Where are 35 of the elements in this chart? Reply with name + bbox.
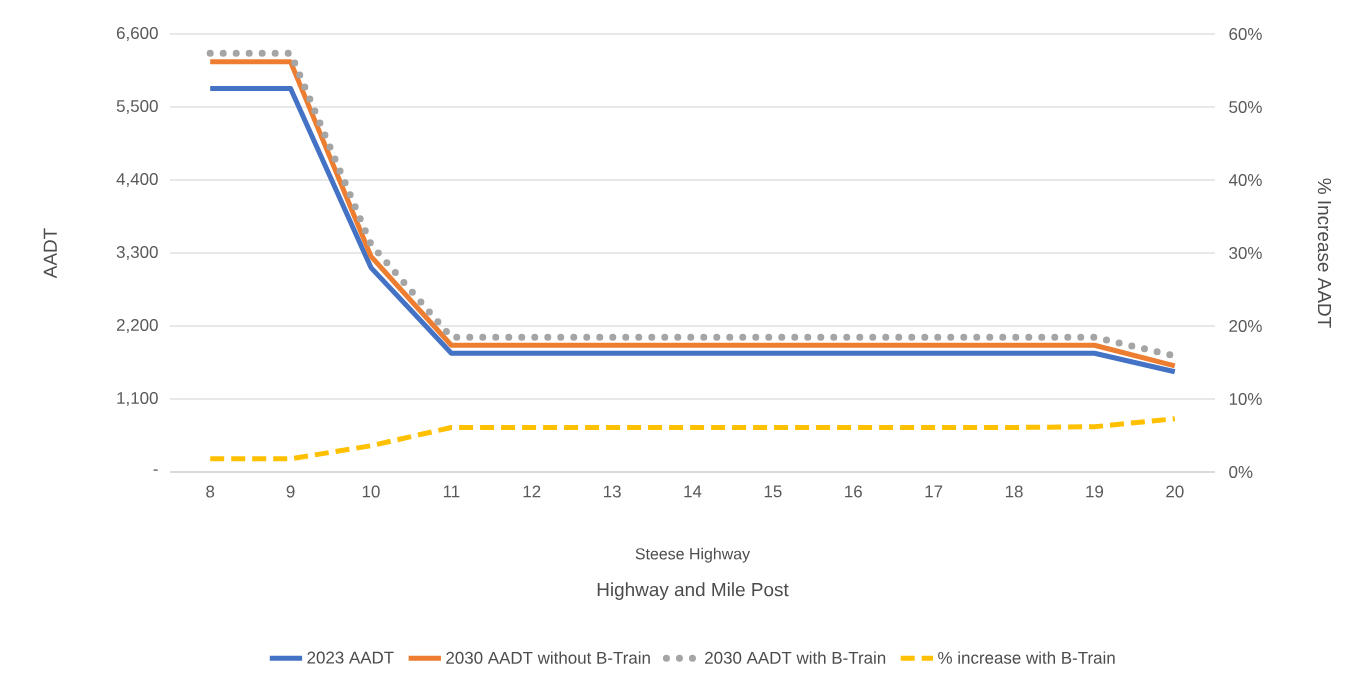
- legend-label: 2030 AADT with B-Train: [705, 651, 886, 664]
- x-tick-label: 12: [523, 485, 541, 498]
- legend-label: 2023 AADT: [307, 651, 394, 664]
- legend-label: 2030 AADT without B-Train: [446, 651, 650, 664]
- x-tick-label: 13: [604, 485, 621, 498]
- x-tick-label: 14: [684, 485, 702, 498]
- x-axis-title: Highway and Mile Post: [597, 582, 789, 600]
- x-tick-label: 17: [925, 485, 943, 498]
- x-tick-label: 8: [206, 485, 215, 498]
- y2-tick-label: 10%: [1229, 393, 1262, 405]
- x-tick-label: 20: [1166, 485, 1184, 498]
- x-tick-label: 19: [1086, 485, 1104, 498]
- y-tick-label: 3,300: [116, 246, 158, 260]
- x-tick-label: 15: [764, 485, 782, 498]
- y2-tick-label: 30%: [1229, 247, 1262, 259]
- x-tick-label: 18: [1005, 485, 1023, 498]
- y2-axis-title: % Increase AADT: [1317, 178, 1332, 328]
- y2-tick-label: 0%: [1229, 466, 1253, 478]
- y-tick-label: 6,600: [116, 27, 158, 41]
- y-tick-label: 1,100: [117, 392, 158, 406]
- legend-label: % increase with B-Train: [938, 651, 1115, 664]
- y-tick-label: -: [153, 469, 158, 471]
- x-tick-label: 9: [286, 485, 295, 498]
- x-tick-label: 10: [362, 485, 380, 498]
- y-tick-label: 2,200: [116, 319, 158, 333]
- x-tick-label: 11: [443, 485, 460, 498]
- y-axis-title: AADT: [43, 228, 57, 279]
- y2-tick-label: 20%: [1229, 320, 1262, 332]
- y-tick-label: 5,500: [116, 100, 158, 114]
- text: Steese Highway: [635, 547, 751, 563]
- x-tick-label: 16: [845, 485, 862, 498]
- y2-tick-label: 50%: [1229, 101, 1262, 113]
- y2-tick-label: 40%: [1228, 174, 1262, 186]
- y2-tick-label: 60%: [1229, 28, 1262, 40]
- y-tick-label: 4,400: [116, 173, 158, 187]
